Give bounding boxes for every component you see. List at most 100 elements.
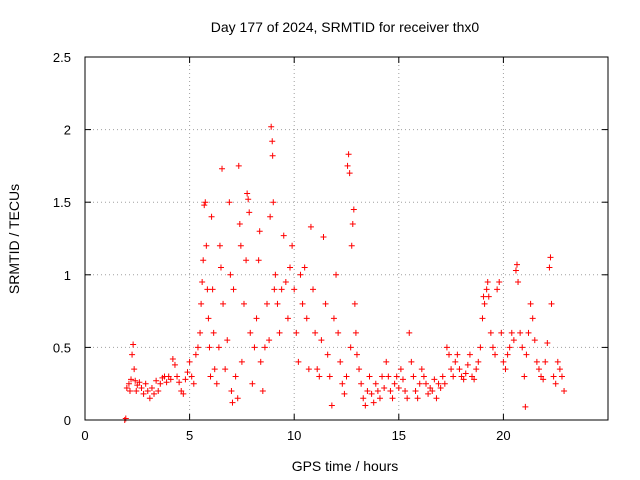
data-point [255,257,262,264]
data-point [506,344,513,351]
data-point [284,315,291,322]
x-tick-label: 5 [186,428,193,443]
data-point [125,380,132,387]
data-point [525,329,532,336]
data-point [190,380,197,387]
data-point [291,286,298,293]
y-tick-label: 1 [64,268,71,283]
data-point [498,329,505,336]
y-axis-label: SRMTID / TECUs [6,184,22,294]
data-point [443,344,450,351]
data-point [383,358,390,365]
data-point [235,162,242,169]
data-point [358,380,365,387]
data-point [305,366,312,373]
data-point [206,344,213,351]
data-point [429,387,436,394]
data-point [200,257,207,264]
data-point [542,358,549,365]
data-point [278,286,285,293]
data-point [198,300,205,307]
data-point [234,395,241,402]
data-point [328,402,335,409]
data-point [269,152,276,159]
data-point [151,390,158,397]
data-point [489,344,496,351]
data-point [464,361,471,368]
grid-lines [85,57,608,420]
data-point [188,373,195,380]
data-point [268,123,275,130]
data-point [416,380,423,387]
data-point [180,390,187,397]
data-point [431,376,438,383]
data-point [448,366,455,373]
data-point [372,380,379,387]
data-point [343,373,350,380]
data-point [439,373,446,380]
data-point [387,387,394,394]
data-point [299,300,306,307]
data-point [379,373,386,380]
data-point [335,329,342,336]
data-point [422,380,429,387]
data-point [397,366,404,373]
data-point [374,387,381,394]
data-point [410,373,417,380]
data-point [533,358,540,365]
data-point [207,373,214,380]
data-point [184,369,191,376]
data-point [395,385,402,392]
data-point [376,395,383,402]
data-point [129,351,136,358]
data-point [452,358,459,365]
data-point [492,351,499,358]
data-point [494,286,501,293]
data-point [353,351,360,358]
data-point [433,395,440,402]
axis-ticks: 0 5 10 15 20 0 0.5 1 1.5 2 2.5 [53,50,608,443]
data-point [466,351,473,358]
data-point [224,337,231,344]
data-point [267,213,274,220]
data-point [535,366,542,373]
data-point [381,385,388,392]
data-point [182,376,189,383]
data-point [122,415,129,422]
data-point [513,261,520,268]
data-point [347,344,354,351]
data-point [280,232,287,239]
data-point [215,344,222,351]
data-point [220,300,227,307]
data-point [473,366,480,373]
data-point [475,358,482,365]
data-points [121,123,568,423]
data-point [351,300,358,307]
data-point [412,387,419,394]
data-point [547,254,554,261]
data-point [211,366,218,373]
data-point [247,329,254,336]
data-point [471,376,478,383]
x-tick-label: 10 [287,428,301,443]
data-point [550,373,557,380]
data-point [483,286,490,293]
data-point [201,202,208,209]
data-point [245,196,252,203]
data-point [167,376,174,383]
data-point [222,366,229,373]
data-point [366,373,373,380]
data-point [404,395,411,402]
data-point [261,344,268,351]
data-point [271,286,278,293]
data-point [186,358,193,365]
data-point [496,279,503,286]
data-point [123,385,130,392]
data-point [316,373,323,380]
data-point [437,385,444,392]
data-point [399,376,406,383]
data-point [312,329,319,336]
data-point [133,387,140,394]
data-point [477,344,484,351]
data-point [391,380,398,387]
